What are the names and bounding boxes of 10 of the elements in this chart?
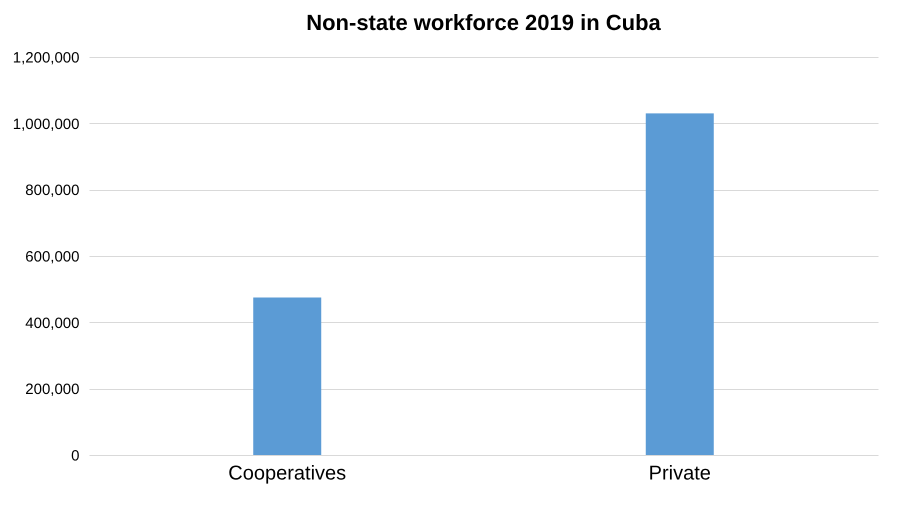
y-tick-label: 400,000 [25, 314, 80, 332]
y-tick-label: 600,000 [25, 248, 80, 266]
x-tick-label: Cooperatives [228, 462, 346, 484]
y-tick-label: 1,200,000 [12, 50, 80, 66]
x-tick-label: Private [648, 462, 711, 484]
y-tick-label: 200,000 [25, 381, 80, 398]
y-tick-label: 0 [71, 448, 80, 464]
y-tick-label: 800,000 [25, 182, 80, 200]
chart-title: Non-state workforce 2019 in Cuba [306, 10, 662, 35]
y-tick-label: 1,000,000 [12, 116, 80, 133]
